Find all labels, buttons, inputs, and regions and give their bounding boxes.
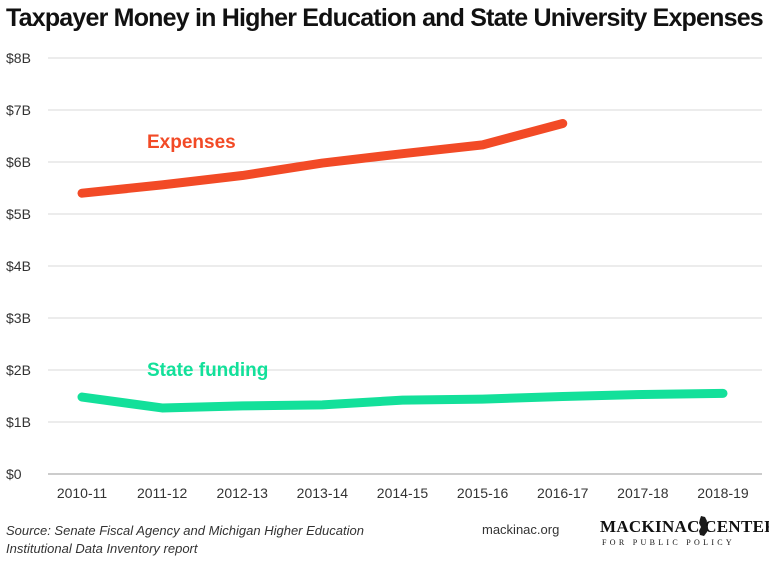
y-axis-ticks: $0 $1B $2B $3B $4B $5B $6B $7B $8B bbox=[6, 50, 31, 482]
y-tick-label: $2B bbox=[6, 362, 31, 378]
x-tick-label: 2014-15 bbox=[377, 485, 429, 501]
mackinac-center-logo: MACKINAC CENTER FOR PUBLIC POLICY bbox=[600, 515, 769, 555]
x-tick-label: 2015-16 bbox=[457, 485, 509, 501]
x-tick-label: 2012-13 bbox=[217, 485, 269, 501]
source-note: Source: Senate Fiscal Agency and Michiga… bbox=[6, 522, 426, 558]
series-lines bbox=[77, 119, 728, 413]
x-tick-label: 2010-11 bbox=[57, 485, 108, 501]
y-tick-label: $6B bbox=[6, 154, 31, 170]
series-line-1 bbox=[77, 388, 728, 413]
y-tick-label: $8B bbox=[6, 50, 31, 66]
x-tick-label: 2013-14 bbox=[297, 485, 349, 501]
y-tick-label: $7B bbox=[6, 102, 31, 118]
x-tick-label: 2011-12 bbox=[137, 485, 188, 501]
website-link[interactable]: mackinac.org bbox=[482, 522, 560, 537]
x-tick-label: 2018-19 bbox=[697, 485, 749, 501]
source-line-1: Source: Senate Fiscal Agency and Michiga… bbox=[6, 523, 364, 538]
series-label: State funding bbox=[147, 360, 268, 381]
y-tick-label: $4B bbox=[6, 258, 31, 274]
logo-subtext: FOR PUBLIC POLICY bbox=[602, 538, 736, 547]
series-label: Expenses bbox=[147, 132, 236, 153]
x-tick-label: 2016-17 bbox=[537, 485, 589, 501]
series-labels: Expenses State funding bbox=[147, 132, 268, 381]
source-line-2: Institutional Data Inventory report bbox=[6, 541, 198, 556]
x-axis-ticks: 2010-11 2011-12 2012-13 2013-14 2014-15 2015-… bbox=[57, 485, 749, 501]
grid-lines bbox=[48, 57, 762, 475]
y-tick-label: $1B bbox=[6, 414, 31, 430]
x-tick-label: 2017-18 bbox=[617, 485, 669, 501]
chart-title: Taxpayer Money in Higher Education and S… bbox=[6, 4, 764, 32]
y-tick-label: $3B bbox=[6, 310, 31, 326]
michigan-state-icon bbox=[699, 516, 708, 536]
y-tick-label: $0 bbox=[6, 466, 22, 482]
logo-text: MACKINAC CENTER bbox=[600, 517, 769, 536]
y-tick-label: $5B bbox=[6, 206, 31, 222]
